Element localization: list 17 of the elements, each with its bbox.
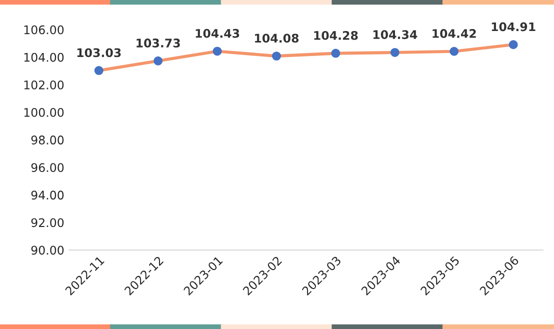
data-label: 104.08 xyxy=(255,34,299,43)
y-tick-label: 102.00 xyxy=(24,80,64,90)
data-label: 104.43 xyxy=(196,28,240,38)
data-label: 104.91 xyxy=(492,22,536,32)
y-tick-label: 100.00 xyxy=(24,108,64,117)
y-tick-label: 98.00 xyxy=(31,136,64,144)
data-label: 103.03 xyxy=(77,48,121,58)
y-tick-label: 94.00 xyxy=(31,190,64,200)
y-tick-label: 90.00 xyxy=(31,246,64,255)
data-label: 104.34 xyxy=(373,30,418,40)
y-tick-label: 104.00 xyxy=(24,52,64,62)
data-label: 104.28 xyxy=(314,30,358,40)
y-tick-label: 106.00 xyxy=(24,25,64,34)
y-tick-label: 96.00 xyxy=(31,163,64,172)
y-tick-label: 92.00 xyxy=(31,218,64,228)
data-label: 104.42 xyxy=(432,29,476,38)
data-label: 103.73 xyxy=(136,38,180,48)
